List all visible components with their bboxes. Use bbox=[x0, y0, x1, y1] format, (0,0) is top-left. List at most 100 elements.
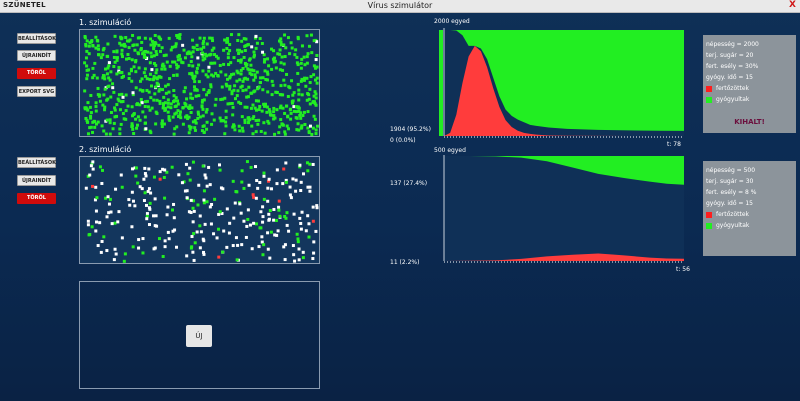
sim2-particle-healthy bbox=[158, 170, 162, 174]
sim2-particle-healed bbox=[262, 243, 266, 247]
sim1-particle-healed bbox=[190, 106, 194, 110]
new-simulation-button[interactable]: ÚJ bbox=[186, 325, 212, 347]
sim2-particle-healthy bbox=[212, 232, 216, 236]
sim1-particle-healed bbox=[213, 53, 217, 57]
sim1-particle-healed bbox=[112, 50, 116, 54]
sim1-restart-button[interactable]: ÚJRAINDÍT bbox=[17, 50, 56, 61]
sim1-particle-healed bbox=[130, 122, 134, 126]
sim2-particle-healthy bbox=[144, 174, 148, 178]
sim1-particle-healed bbox=[310, 132, 314, 136]
sim1-particle-healed bbox=[259, 129, 263, 133]
sim1-particle-healed bbox=[305, 61, 309, 65]
sim1-particle-healed bbox=[279, 40, 283, 44]
sim1-particle-healed bbox=[181, 106, 185, 110]
sim2-particle-healthy bbox=[183, 189, 187, 193]
sim1-particle-healed bbox=[299, 79, 303, 83]
sim2-particle-healthy bbox=[120, 236, 124, 240]
sim1-particle-healed bbox=[120, 92, 124, 96]
sim1-particle-healed bbox=[311, 126, 315, 130]
sim2-particle-healed bbox=[240, 180, 244, 184]
sim1-particle-healed bbox=[105, 72, 109, 76]
sim1-particle-healed bbox=[152, 42, 156, 46]
sim1-particle-healed bbox=[93, 120, 97, 124]
sim2-particle-infected bbox=[251, 193, 255, 197]
sim1-particle-healed bbox=[158, 101, 162, 105]
sim2-particle-healed bbox=[191, 206, 195, 210]
sim1-particle-healed bbox=[272, 110, 276, 114]
pause-button[interactable]: SZÜNETEL bbox=[3, 1, 46, 9]
sim1-particle-healed bbox=[227, 63, 231, 67]
sim1-settings-button[interactable]: BEÁLLÍTÁSOK bbox=[17, 33, 56, 44]
sim1-particle-healed bbox=[279, 43, 283, 47]
sim1-particle-healed bbox=[201, 54, 205, 58]
sim1-particle-healed bbox=[305, 55, 309, 59]
sim2-particle-healthy bbox=[116, 220, 120, 224]
sim1-particle-healed bbox=[241, 129, 245, 133]
sim1-particle-healed bbox=[233, 97, 237, 101]
sim2-particle-healed bbox=[87, 233, 91, 237]
sim2-particle-infected bbox=[267, 179, 271, 183]
sim1-delete-button[interactable]: TÖRÖL bbox=[17, 68, 56, 79]
sim1-particle-healed bbox=[291, 93, 295, 97]
sim1-particle-healthy bbox=[196, 56, 200, 60]
sim1-particle-healed bbox=[292, 91, 296, 95]
sim2-particle-healthy bbox=[142, 199, 146, 203]
sim1-particle-healed bbox=[252, 53, 256, 57]
sim1-particle-healed bbox=[252, 69, 256, 73]
sim1-particle-healed bbox=[188, 104, 192, 108]
sim2-particle-healthy bbox=[260, 240, 264, 244]
sim1-particle-healed bbox=[195, 47, 199, 51]
sim1-particle-healed bbox=[113, 108, 117, 112]
sim1-particle-healed bbox=[175, 125, 179, 129]
sim2-particle-healed bbox=[218, 210, 222, 214]
sim1-particle-healed bbox=[109, 70, 113, 74]
sim2-particle-healed bbox=[191, 160, 195, 164]
sim1-particle-healed bbox=[237, 100, 241, 104]
close-icon[interactable]: X bbox=[789, 0, 796, 10]
sim2-settings-button[interactable]: BEÁLLÍTÁSOK bbox=[17, 157, 56, 168]
sim2-restart-button[interactable]: ÚJRAINDÍT bbox=[17, 175, 56, 186]
sim1-particle-healed bbox=[279, 61, 283, 65]
sim1-particle-healed bbox=[124, 93, 128, 97]
sim1-particle-healed bbox=[101, 53, 105, 57]
sim1-particle-healed bbox=[162, 95, 166, 99]
sim1-particle-healed bbox=[90, 39, 94, 43]
sim2-canvas[interactable] bbox=[79, 156, 320, 264]
sim1-particle-healed bbox=[268, 110, 272, 114]
sim2-particle-healthy bbox=[114, 187, 118, 191]
sim2-particle-healthy bbox=[154, 214, 158, 218]
sim1-legend-healed-label: gyógyultak bbox=[716, 96, 750, 103]
sim1-particle-healed bbox=[176, 109, 180, 113]
sim2-particle-healthy bbox=[266, 231, 270, 235]
sim2-particle-healthy bbox=[130, 225, 134, 229]
sim1-particle-healed bbox=[154, 49, 158, 53]
sim1-particle-healed bbox=[230, 101, 234, 105]
sim1-particle-healed bbox=[174, 111, 178, 115]
sim1-export-button[interactable]: EXPORT SVG bbox=[17, 86, 56, 97]
sim2-particle-healthy bbox=[192, 209, 196, 213]
sim2-particle-healthy bbox=[225, 207, 229, 211]
sim2-delete-button[interactable]: TÖRÖL bbox=[17, 193, 56, 204]
chart1-y-top-label: 1904 (95.2%) bbox=[390, 126, 431, 133]
sim1-particle-healed bbox=[104, 67, 108, 71]
sim2-particle-healthy bbox=[283, 243, 287, 247]
sim2-particle-healthy bbox=[247, 183, 251, 187]
sim1-particle-healed bbox=[112, 90, 116, 94]
sim1-particle-healed bbox=[160, 46, 164, 50]
sim1-particle-healed bbox=[185, 114, 189, 118]
sim1-particle-healed bbox=[225, 37, 229, 41]
sim1-particle-healed bbox=[224, 116, 228, 120]
sim2-particle-healthy bbox=[225, 245, 229, 249]
sim2-particle-healthy bbox=[238, 202, 242, 206]
sim1-particle-healed bbox=[84, 116, 88, 120]
sim1-particle-healed bbox=[203, 52, 207, 56]
sim2-particle-healed bbox=[298, 165, 302, 169]
sim2-particle-healed bbox=[305, 161, 309, 165]
sim1-canvas[interactable] bbox=[79, 29, 320, 137]
sim1-particle-healed bbox=[121, 74, 125, 78]
sim1-particle-healed bbox=[131, 93, 135, 97]
sim1-particle-healed bbox=[120, 52, 124, 56]
sim1-particle-healed bbox=[244, 64, 248, 68]
sim1-particle-healed bbox=[136, 123, 140, 127]
sim1-particle-healed bbox=[315, 76, 319, 80]
